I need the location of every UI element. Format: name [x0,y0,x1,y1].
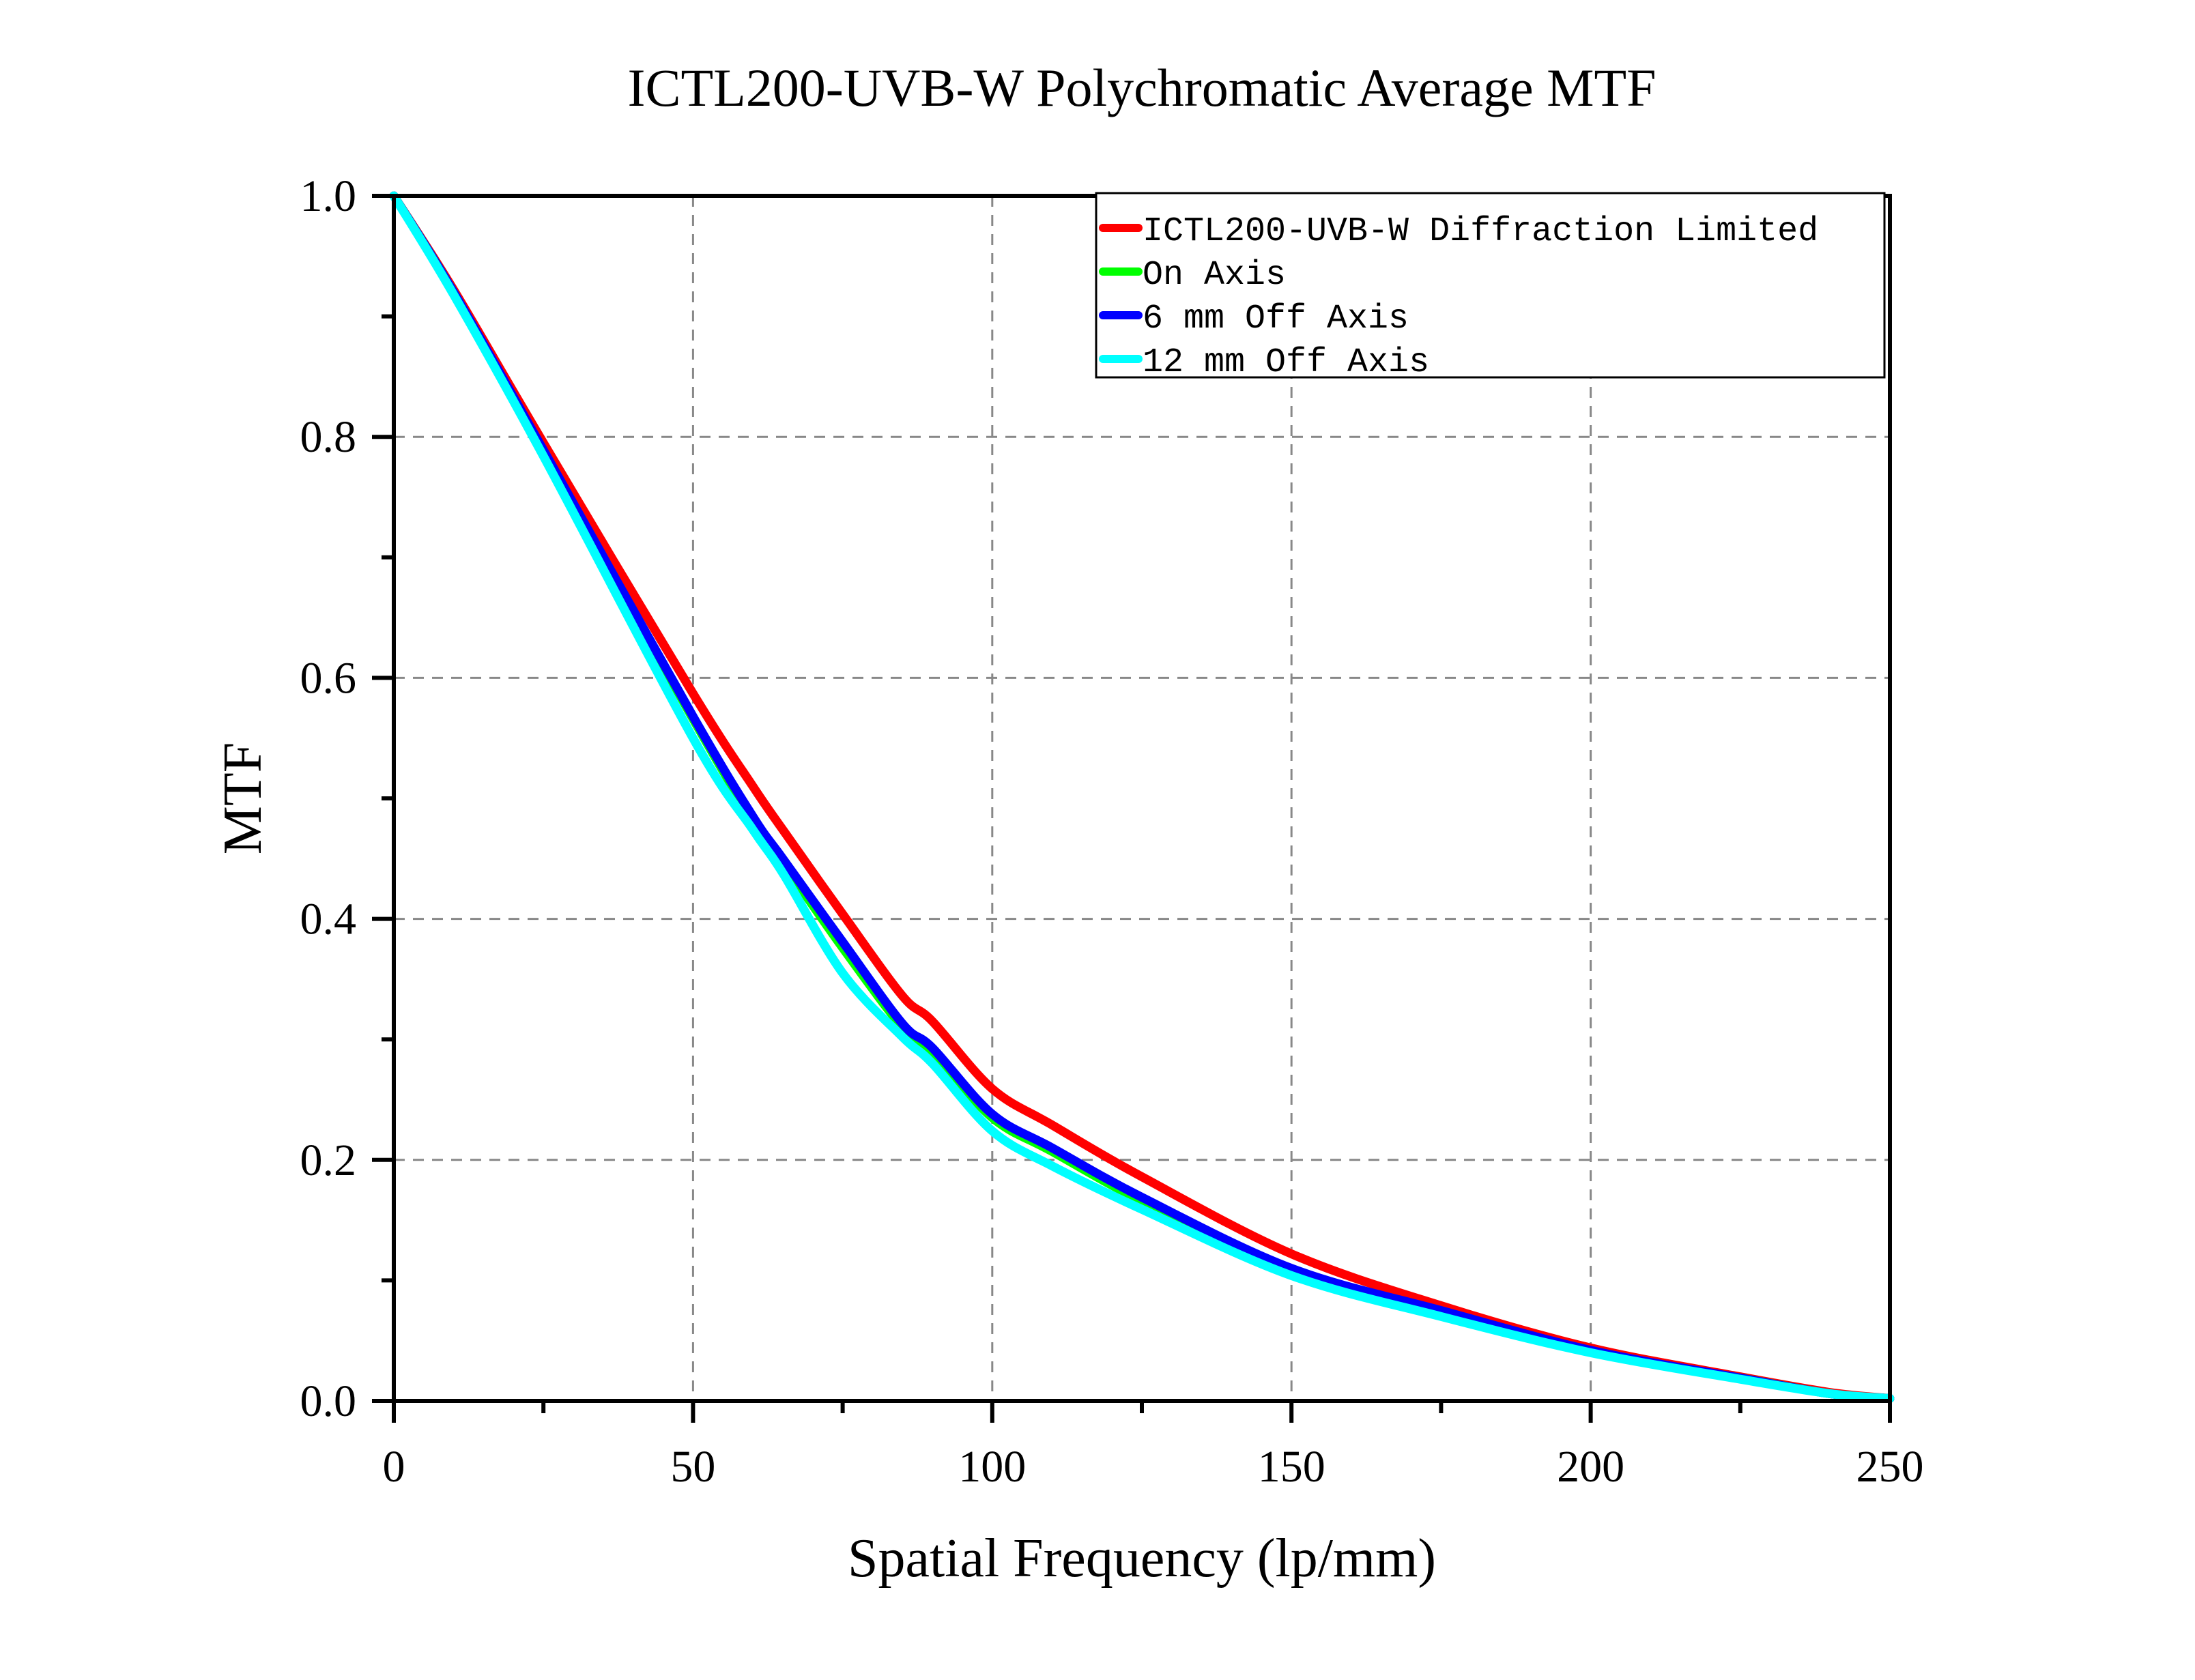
legend-label: On Axis [1143,256,1286,295]
x-tick-label: 50 [670,1442,715,1492]
x-tick-label: 250 [1856,1442,1924,1492]
chart-title: ICTL200-UVB-W Polychromatic Average MTF [628,58,1656,117]
y-tick-label: 0.4 [300,895,357,944]
legend: ICTL200-UVB-W Diffraction Limited On Axis… [1095,192,1886,382]
legend-label: 6 mm Off Axis [1143,300,1409,338]
series-line-12-mm-off-axis [389,191,1895,1403]
y-axis-label: MTF [213,742,273,855]
x-tick-label: 200 [1557,1442,1624,1492]
x-axis-label: Spatial Frequency (lp/mm) [848,1529,1436,1589]
x-tick-label: 100 [958,1442,1026,1492]
gridlines [394,196,1890,1401]
legend-label: 12 mm Off Axis [1143,343,1429,382]
series-lines [389,191,1895,1403]
x-tick-label: 150 [1258,1442,1325,1492]
y-tick-label: 0.2 [300,1135,357,1185]
y-tick-label: 0.6 [300,653,357,703]
tick-labels: 0 50 100 150 200 250 0.0 0.2 0.4 0.6 0.8 1.0 [300,171,1924,1492]
y-tick-label: 1.0 [300,171,357,221]
y-tick-label: 0.0 [300,1376,357,1426]
legend-box [1095,192,1886,379]
y-tick-label: 0.8 [300,412,357,462]
legend-label: ICTL200-UVB-W Diffraction Limited [1143,212,1818,251]
x-tick-label: 0 [383,1442,405,1492]
